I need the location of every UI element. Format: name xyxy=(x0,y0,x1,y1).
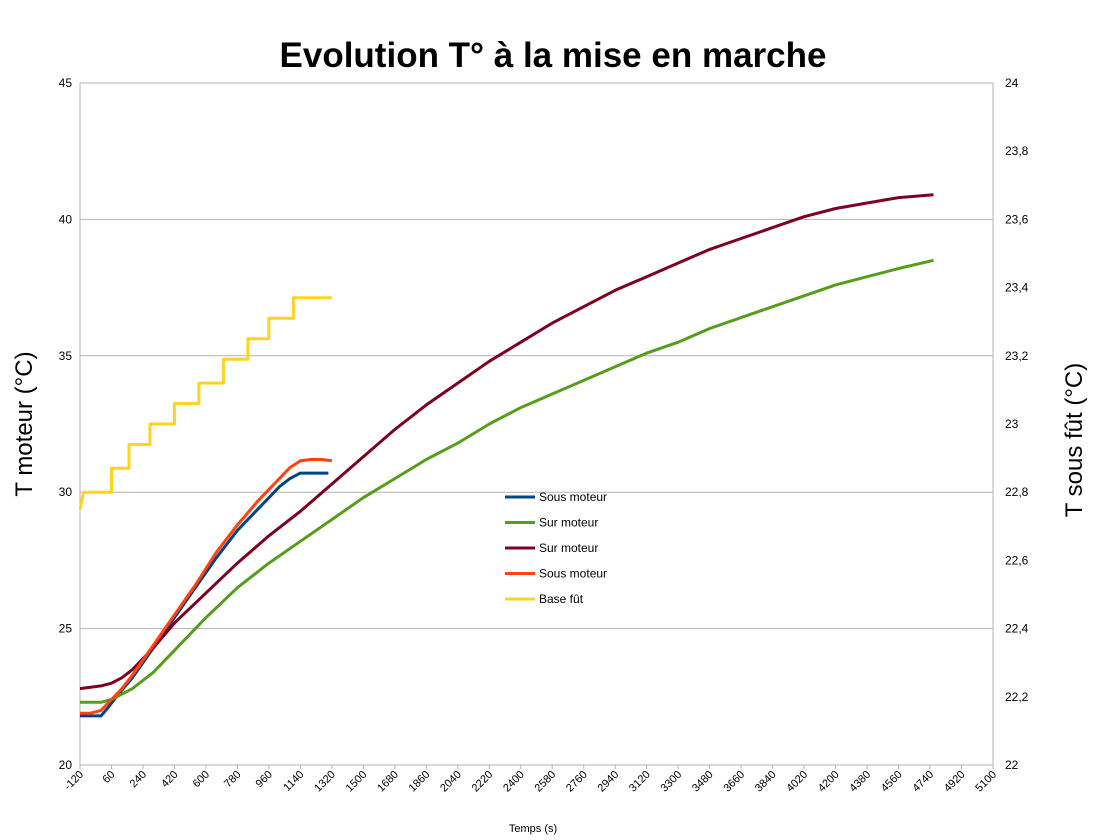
x-tick-label: 1140 xyxy=(281,769,306,794)
legend: Sous moteur Sur moteur Sur moteur Sous mote… xyxy=(505,490,607,606)
y-tick-label-right: 22,2 xyxy=(1005,690,1029,704)
chart-title: Evolution T° à la mise en marche xyxy=(280,36,827,75)
x-tick-label: -120 xyxy=(62,769,86,793)
x-tick-label: 240 xyxy=(128,769,149,790)
legend-label: Base fût xyxy=(539,592,584,606)
series-line-3 xyxy=(79,193,934,691)
x-tick-label: 60 xyxy=(100,769,117,786)
x-tick-label: 4380 xyxy=(847,769,873,795)
x-tick-label: 600 xyxy=(191,769,212,790)
x-tick-label: 2220 xyxy=(470,769,496,795)
x-tick-label: 1320 xyxy=(312,769,338,795)
legend-label: Sur moteur xyxy=(539,516,598,530)
x-tick-label: 3660 xyxy=(721,769,747,795)
series-line-1 xyxy=(80,471,329,718)
y-tick-label-right: 22,8 xyxy=(1005,485,1029,499)
series-line-2 xyxy=(80,258,934,704)
x-tick-label: 4020 xyxy=(784,769,810,795)
x-tick-label: 1860 xyxy=(407,769,433,795)
y-axis-title-right: T sous fût (°C) xyxy=(1061,363,1088,518)
x-tick-label: 3300 xyxy=(658,769,684,795)
y-tick-label-right: 23,2 xyxy=(1005,349,1029,363)
y-tick-label-left: 30 xyxy=(59,485,73,499)
x-tick-label: 4200 xyxy=(816,769,842,795)
y-tick-label-right: 23,8 xyxy=(1005,144,1029,158)
x-tick-label: 3840 xyxy=(753,769,779,795)
y-axis-title-left: T moteur (°C) xyxy=(11,351,38,496)
legend-label: Sous moteur xyxy=(539,490,607,504)
y-tick-label-right: 23 xyxy=(1005,417,1019,431)
x-tick-label: 2760 xyxy=(564,769,590,795)
x-tick-label: 960 xyxy=(254,769,275,790)
series-line-4 xyxy=(80,458,333,715)
x-tick-label: 2940 xyxy=(596,769,622,795)
y-tick-label-right: 22,6 xyxy=(1005,553,1029,567)
y-tick-label-left: 20 xyxy=(59,758,73,772)
x-tick-label: 4920 xyxy=(942,769,968,795)
x-tick-label: 1500 xyxy=(344,769,370,795)
x-tick-label: 3480 xyxy=(690,769,716,795)
y-tick-label-right: 22 xyxy=(1005,758,1019,772)
y-tick-label-left: 45 xyxy=(59,76,73,90)
y-tick-label-right: 23,4 xyxy=(1005,281,1029,295)
plot-area xyxy=(79,82,994,766)
x-tick-label: 3120 xyxy=(627,769,653,795)
series-line-5 xyxy=(78,296,332,510)
x-axis-title: Temps (s) xyxy=(509,823,557,835)
y-tick-label-right: 23,6 xyxy=(1005,212,1029,226)
legend-label: Sous moteur xyxy=(539,567,607,581)
y-tick-label-right: 22,4 xyxy=(1005,622,1029,636)
x-tick-label: 780 xyxy=(222,769,243,790)
x-tick-label: 2400 xyxy=(501,769,527,795)
x-tick-label: 2580 xyxy=(533,769,559,795)
x-tick-label: 5100 xyxy=(973,769,999,795)
y-tick-label-left: 35 xyxy=(59,349,73,363)
y-tick-label-left: 40 xyxy=(59,212,73,226)
x-tick-label: 420 xyxy=(159,769,180,790)
legend-label: Sur moteur xyxy=(539,541,598,555)
x-tick-label: 2040 xyxy=(438,769,464,795)
y-tick-label-left: 25 xyxy=(59,622,73,636)
x-tick-label: 4560 xyxy=(879,769,905,795)
y-tick-label-right: 24 xyxy=(1005,76,1019,90)
x-tick-label: 1680 xyxy=(375,769,401,795)
x-tick-label: 4740 xyxy=(910,769,936,795)
